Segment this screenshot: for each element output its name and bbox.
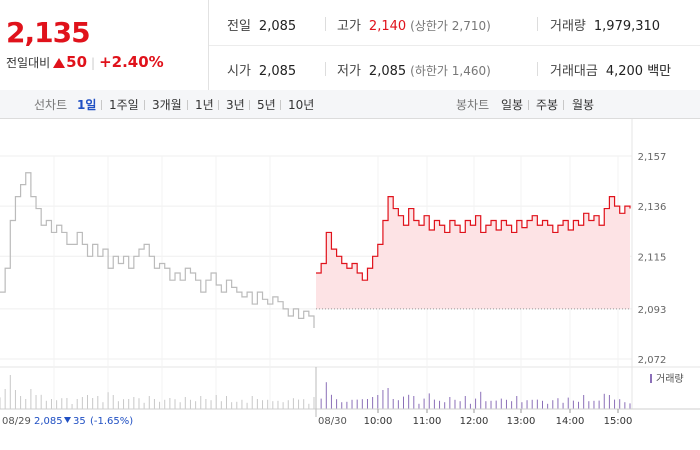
stat-label: 거래량 <box>550 19 586 34</box>
volume-bars: 거래량 <box>0 373 684 409</box>
period-tab-1y[interactable]: 1년 <box>195 98 214 112</box>
x-tick-label: 11:00 <box>413 416 442 427</box>
divider <box>280 100 281 110</box>
x-axis: 08/29 2,085 35 (-1.65%) 08/30 10:00 11:00 12:00… <box>0 367 700 427</box>
stat-label: 거래대금 <box>550 64 598 79</box>
y-tick-label: 2,072 <box>638 355 667 366</box>
prev-date-label: 08/29 <box>2 416 31 427</box>
line-chart-label: 선차트 <box>34 98 68 112</box>
period-tab-1w[interactable]: 1주일 <box>109 98 139 112</box>
x-tick-label: 13:00 <box>507 416 536 427</box>
volume-legend-label: 거래량 <box>656 373 684 385</box>
today-series-line <box>316 196 631 281</box>
y-axis-ticks: 2,157 2,136 2,115 2,093 2,072 <box>638 152 667 366</box>
stat-open: 시가 2,085 <box>227 60 296 79</box>
prev-day-series-line <box>0 172 315 328</box>
y-tick-label: 2,157 <box>638 152 667 163</box>
period-tab-10y[interactable]: 10년 <box>288 98 315 112</box>
divider <box>218 100 219 110</box>
stat-value: 2,085 <box>258 19 297 34</box>
x-tick-label: 10:00 <box>364 416 393 427</box>
y-tick-label: 2,115 <box>638 252 667 263</box>
candle-tab-monthly[interactable]: 월봉 <box>572 98 595 112</box>
up-triangle-icon <box>53 58 66 68</box>
y-tick-label: 2,136 <box>638 202 667 213</box>
period-tab-3y[interactable]: 3년 <box>226 98 245 112</box>
y-tick-label: 2,093 <box>638 305 667 316</box>
stat-low: 저가 2,085 (하한가 1,460) <box>337 60 491 79</box>
today-fill-area <box>316 196 630 310</box>
stat-label: 저가 <box>337 64 361 79</box>
stat-sub: (하한가 1,460) <box>410 64 491 78</box>
stat-value: 1,979,310 <box>593 19 661 34</box>
divider <box>249 100 250 110</box>
divider <box>537 62 538 76</box>
stat-value: 2,085 <box>368 64 407 79</box>
x-tick-label: 14:00 <box>556 416 585 427</box>
divider <box>325 62 326 76</box>
divider <box>144 100 145 110</box>
change-value: 50 <box>66 53 88 71</box>
stat-label: 시가 <box>227 64 251 79</box>
candle-chart-label: 봉차트 <box>456 98 490 112</box>
down-triangle-icon <box>64 417 71 423</box>
stat-value: 2,085 <box>258 64 297 79</box>
price-chart: 2,157 2,136 2,115 2,093 2,072 거래량 08/29 2,085… <box>0 119 700 427</box>
period-tab-1d[interactable]: 1일 <box>77 98 97 112</box>
stat-prev-close: 전일 2,085 <box>227 15 296 34</box>
today-area <box>316 196 630 309</box>
x-tick-label: 15:00 <box>604 416 633 427</box>
quote-header: 2,135 전일대비 50 | +2.40% 전일 2,085 고가 2,140 (상한가 … <box>0 0 700 91</box>
prev-change-value: 35 <box>73 416 86 427</box>
stat-value: 2,140 <box>368 19 407 34</box>
stat-sub: (상한가 2,710) <box>410 19 491 33</box>
price-lines <box>0 172 631 328</box>
divider: | <box>91 56 96 70</box>
prev-close-summary: 2,085 <box>34 416 63 427</box>
divider <box>209 45 700 46</box>
period-tab-3m[interactable]: 3개월 <box>152 98 182 112</box>
current-price: 2,135 <box>6 16 91 49</box>
stat-volume: 거래량 1,979,310 <box>550 15 660 34</box>
stat-label: 고가 <box>337 19 361 34</box>
divider <box>101 100 102 110</box>
stat-label: 전일 <box>227 19 251 34</box>
candle-tab-weekly[interactable]: 주봉 <box>536 98 559 112</box>
today-date-label: 08/30 <box>318 416 347 427</box>
change-percent: +2.40% <box>99 53 164 71</box>
change-row: 전일대비 50 | +2.40% <box>6 53 164 71</box>
stats-panel: 전일 2,085 고가 2,140 (상한가 2,710) 거래량 1,979,310 … <box>209 0 700 90</box>
change-label: 전일대비 <box>6 56 51 70</box>
divider <box>187 100 188 110</box>
x-tick-label: 12:00 <box>460 416 489 427</box>
stat-high: 고가 2,140 (상한가 2,710) <box>337 15 491 34</box>
divider <box>537 17 538 31</box>
prev-change-pct: (-1.65%) <box>90 416 133 427</box>
price-summary: 2,135 전일대비 50 | +2.40% <box>0 0 209 90</box>
divider <box>325 17 326 31</box>
chart-toolbar: 선차트 1일 1주일 3개월 1년 3년 5년 10년 봉차트 일봉 주봉 월봉 <box>0 90 700 119</box>
candle-tab-daily[interactable]: 일봉 <box>501 98 524 112</box>
stat-amount: 거래대금 4,200 백만 <box>550 60 671 79</box>
period-tab-5y[interactable]: 5년 <box>257 98 276 112</box>
divider <box>528 100 529 110</box>
stat-value: 4,200 백만 <box>605 64 672 79</box>
divider <box>563 100 564 110</box>
volume-legend-swatch <box>650 374 652 383</box>
